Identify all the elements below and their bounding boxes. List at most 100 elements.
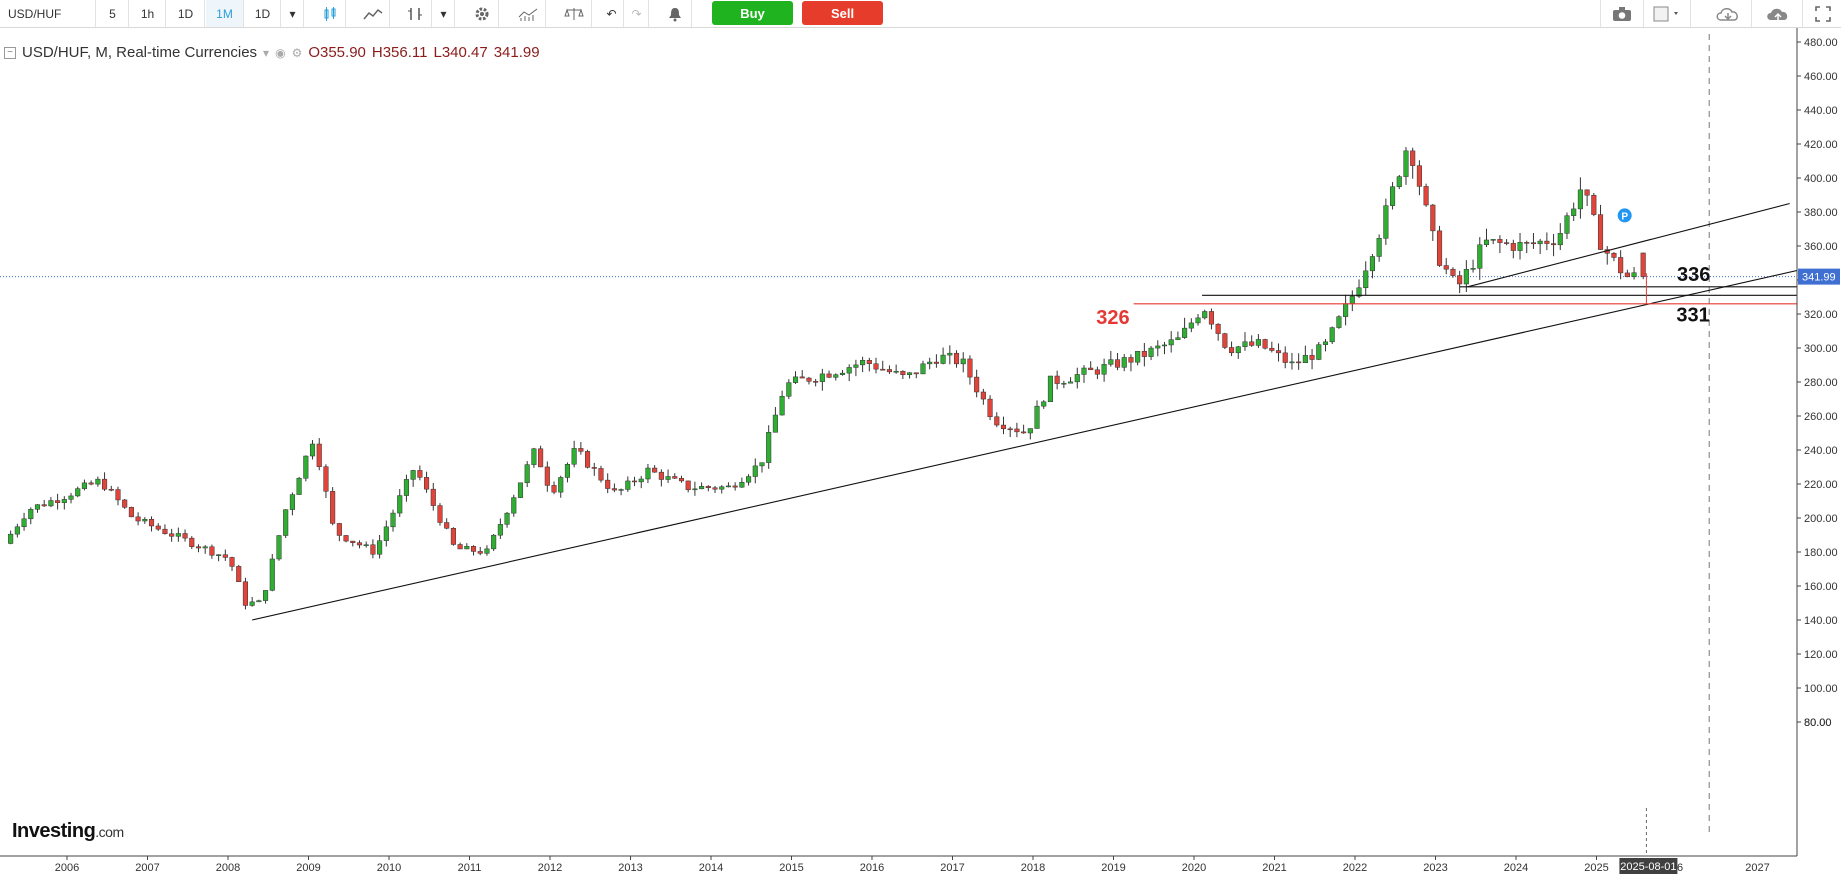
layout-icon[interactable] [1645, 0, 1691, 27]
fullscreen-icon[interactable] [1806, 0, 1840, 27]
candle [1584, 189, 1590, 207]
sell-button[interactable]: Sell [802, 1, 883, 25]
candle [524, 461, 530, 488]
candle-down-body [323, 466, 329, 492]
x-tick-label: 2025 [1584, 862, 1608, 874]
indicators-icon[interactable] [510, 0, 546, 27]
eye-icon[interactable]: ◉ [275, 45, 286, 60]
candles-icon[interactable] [314, 0, 346, 27]
candle [1309, 348, 1315, 370]
gear-icon[interactable] [465, 0, 499, 27]
candle-down-body [1054, 375, 1060, 384]
candle-down-body [222, 554, 228, 558]
interval-1m-button[interactable]: 1M [206, 0, 244, 27]
candle [953, 350, 960, 368]
candle [1624, 269, 1630, 278]
candle-up-body [464, 546, 470, 550]
area-chart-icon[interactable] [356, 0, 390, 27]
candle [1470, 259, 1476, 273]
scale-icon[interactable] [556, 0, 592, 27]
x-tick-label: 2027 [1745, 862, 1769, 874]
candle-down-body [705, 486, 711, 488]
candle [1416, 160, 1422, 196]
candle [1396, 174, 1402, 190]
symbol-input[interactable]: USD/HUF [0, 0, 96, 27]
candle [1242, 332, 1248, 351]
trendline-1[interactable] [252, 262, 1831, 621]
candle [940, 347, 946, 365]
candle [296, 476, 302, 495]
annotation-326: 326 [1096, 307, 1129, 329]
candle [1275, 343, 1282, 362]
interval-5-button[interactable]: 5 [97, 0, 129, 27]
cloud-upload-icon[interactable] [1753, 0, 1803, 27]
candle [900, 370, 906, 380]
candle [1343, 294, 1349, 326]
settings-icon[interactable]: ⚙ [291, 45, 303, 60]
interval-1d-alt-button[interactable]: 1D [245, 0, 281, 27]
candle-up-body [1356, 287, 1362, 297]
candle-up-body [1390, 186, 1396, 206]
candle [1410, 147, 1416, 179]
candle [1631, 267, 1637, 280]
bar-chart-icon[interactable] [398, 0, 432, 27]
candle-down-body [611, 488, 617, 491]
candle-down-body [1597, 214, 1604, 250]
candle-down-body [1296, 361, 1302, 364]
candle-down-body [658, 471, 664, 480]
camera-icon[interactable] [1600, 0, 1644, 27]
candle-up-body [1343, 303, 1349, 317]
candle-up-body [1041, 401, 1047, 407]
trendline-2[interactable] [1467, 202, 1790, 288]
x-tick-label: 2013 [618, 862, 642, 874]
candle [752, 458, 758, 484]
y-tick-label: 240.00 [1804, 445, 1838, 457]
interval-1h-button[interactable]: 1h [130, 0, 166, 27]
candle [913, 372, 919, 379]
candle-down-body [1436, 230, 1443, 266]
candle-down-body [967, 358, 973, 378]
candle [974, 369, 980, 398]
candle [920, 360, 926, 375]
candle-up-body [249, 601, 255, 606]
candle-up-body [779, 396, 785, 416]
interval-1d-button[interactable]: 1D [167, 0, 205, 27]
y-tick-label: 360.00 [1804, 241, 1838, 253]
candle-up-body [309, 443, 316, 457]
chevron-down-icon[interactable]: ▾ [263, 45, 270, 60]
candle-down-body [1088, 367, 1094, 371]
alert-bell-icon[interactable] [658, 0, 692, 27]
collapse-legend-icon[interactable]: − [4, 46, 16, 59]
y-tick-label: 160.00 [1804, 581, 1838, 593]
candle-down-body [182, 533, 188, 539]
x-tick-label: 2021 [1262, 862, 1286, 874]
candle [484, 545, 490, 556]
candle [343, 535, 349, 543]
chevron-down-icon[interactable]: ▾ [282, 0, 304, 27]
candle-down-body [799, 376, 805, 379]
candle-down-body [316, 443, 322, 467]
candle [189, 536, 195, 549]
candle [330, 487, 336, 526]
cloud-download-icon[interactable] [1704, 0, 1752, 27]
candle-down-body [122, 499, 128, 508]
undo-icon[interactable]: ↶ [600, 0, 624, 27]
investing-logo: Investing.com [12, 820, 124, 842]
candle [1114, 353, 1121, 371]
buy-button[interactable]: Buy [712, 1, 793, 25]
candle-up-body [1369, 256, 1375, 272]
candle-up-body [1376, 238, 1382, 257]
candle [14, 523, 20, 538]
price-chart[interactable]: 336 331 326 P 80.00 100.00 120.00 140.00 160.00… [0, 28, 1841, 875]
candle [162, 524, 168, 535]
candle [1195, 313, 1201, 326]
candle [1436, 225, 1443, 267]
candle [1155, 340, 1161, 357]
chevron-down-icon[interactable]: ▾ [433, 0, 455, 27]
position-badge-icon[interactable] [1617, 208, 1632, 223]
candle [699, 482, 705, 490]
candle [1597, 204, 1604, 250]
redo-icon[interactable]: ↷ [625, 0, 649, 27]
candle-down-body [1094, 369, 1100, 375]
price-axis[interactable] [1797, 28, 1841, 875]
